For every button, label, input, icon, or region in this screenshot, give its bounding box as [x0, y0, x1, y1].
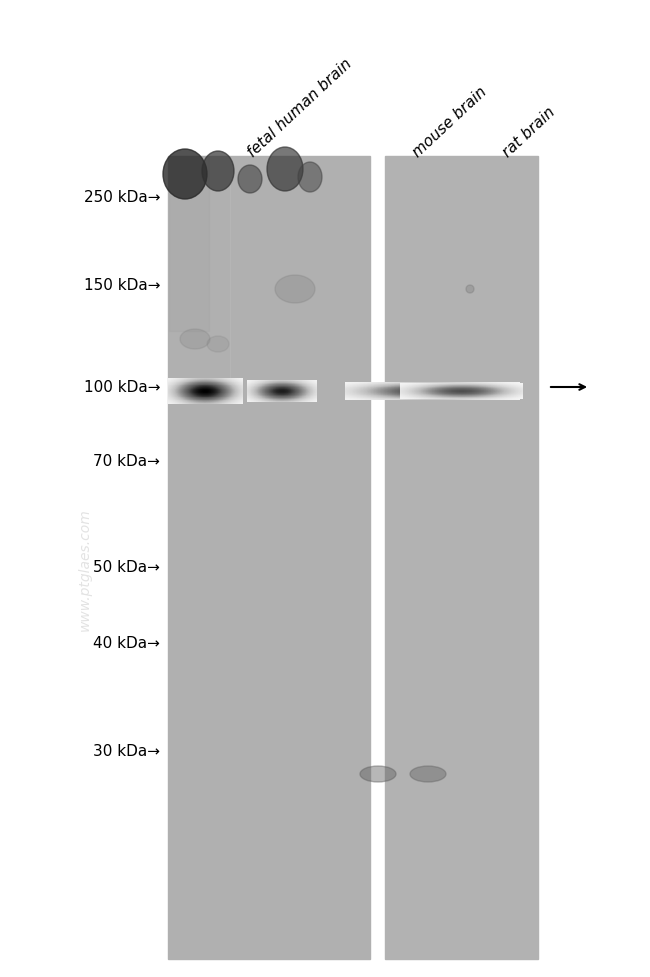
- Text: 30 kDa→: 30 kDa→: [93, 743, 160, 759]
- Text: 40 kDa→: 40 kDa→: [93, 635, 160, 650]
- Ellipse shape: [238, 166, 262, 193]
- Text: 70 kDa→: 70 kDa→: [93, 454, 160, 469]
- Ellipse shape: [163, 149, 207, 199]
- Text: 150 kDa→: 150 kDa→: [83, 277, 160, 292]
- Text: 50 kDa→: 50 kDa→: [93, 559, 160, 573]
- Ellipse shape: [180, 329, 210, 350]
- Text: rat brain: rat brain: [500, 105, 558, 160]
- Text: fetal human brain: fetal human brain: [245, 56, 355, 160]
- Ellipse shape: [202, 151, 234, 191]
- Text: mouse brain: mouse brain: [410, 84, 489, 160]
- Text: 250 kDa→: 250 kDa→: [83, 190, 160, 204]
- Ellipse shape: [207, 337, 229, 353]
- Ellipse shape: [298, 163, 322, 192]
- Ellipse shape: [360, 766, 396, 783]
- Bar: [385, 157, 538, 959]
- Bar: [168, 157, 370, 959]
- Text: 100 kDa→: 100 kDa→: [83, 380, 160, 395]
- Circle shape: [466, 285, 474, 294]
- Ellipse shape: [275, 276, 315, 304]
- Text: www.ptglaes.com: www.ptglaes.com: [78, 508, 92, 631]
- Ellipse shape: [410, 766, 446, 783]
- Bar: [169, 157, 209, 331]
- Ellipse shape: [267, 148, 303, 191]
